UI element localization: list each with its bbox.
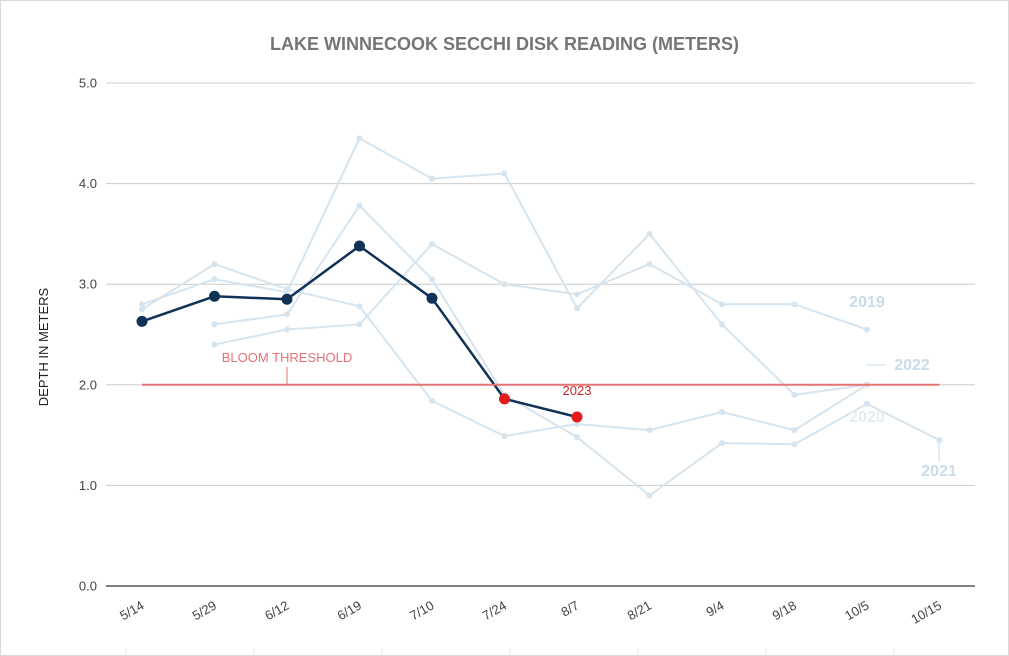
x-tick-label: 10/15 (908, 598, 944, 627)
data-point (429, 276, 435, 283)
data-point (356, 321, 363, 328)
data-point (209, 290, 220, 302)
data-point (139, 306, 145, 313)
data-point (211, 341, 218, 348)
series-2023 (136, 240, 583, 423)
data-point (646, 230, 653, 237)
series-2021 (211, 202, 943, 499)
series-label-2022: 2022 (894, 357, 930, 374)
labels-layer: 0.0 1.0 2.0 3.0 4.0 5.0 5/14 5/29 6/12 6/19 7/10 7/… (79, 76, 957, 627)
series-label-bloom-threshold: BLOOM THRESHOLD (222, 350, 353, 365)
series-2022 (211, 240, 870, 348)
data-point (501, 281, 508, 288)
data-point (501, 433, 508, 440)
y-tick-label: 3.0 (79, 277, 97, 292)
data-point (574, 291, 580, 298)
data-point (719, 321, 725, 328)
data-point (429, 240, 435, 247)
data-point (936, 437, 943, 444)
series-line (214, 243, 868, 346)
data-point (864, 326, 870, 333)
data-point (719, 408, 725, 415)
chart-title: LAKE WINNECOOK SECCHI DISK READING (METE… (269, 34, 739, 54)
bottom-tick-marks (125, 648, 895, 656)
data-point (139, 301, 145, 308)
y-tick-label: 2.0 (79, 377, 97, 392)
data-point (429, 397, 435, 404)
x-tick-label: 8/7 (558, 598, 581, 620)
x-tick-label: 7/24 (480, 598, 509, 624)
series-label-2021: 2021 (921, 463, 957, 480)
data-point (646, 261, 653, 268)
y-axis-label: DEPTH IN METERS (36, 287, 51, 406)
y-tick-label: 0.0 (79, 579, 97, 594)
data-point (211, 276, 218, 283)
x-tick-label: 6/12 (262, 598, 291, 624)
x-tick-label: 7/10 (407, 598, 436, 624)
series-label-2019: 2019 (849, 294, 885, 311)
data-point (719, 440, 725, 447)
series-label-2020: 2020 (849, 409, 885, 426)
y-tick-label: 1.0 (79, 478, 97, 493)
data-point (646, 427, 653, 434)
x-tick-label: 9/18 (770, 598, 799, 624)
data-point (574, 305, 580, 312)
y-tick-label: 4.0 (79, 176, 97, 191)
x-tick-label: 8/21 (625, 598, 654, 624)
data-point (791, 301, 798, 308)
data-point (791, 427, 798, 434)
data-point (211, 321, 218, 328)
data-point (574, 421, 580, 428)
data-point (429, 175, 435, 182)
data-point (864, 400, 870, 407)
x-tick-label: 5/14 (117, 598, 146, 624)
data-point (281, 293, 293, 305)
data-point (354, 240, 365, 252)
data-point (356, 202, 363, 209)
data-point (284, 326, 290, 333)
series-2020 (139, 135, 870, 398)
series-layer (136, 135, 943, 499)
x-tick-label: 6/19 (335, 598, 364, 624)
data-point (501, 170, 508, 177)
data-point (284, 289, 290, 296)
y-tick-label: 5.0 (79, 76, 97, 91)
x-tick-label: 9/4 (703, 598, 726, 620)
x-tick-label: 5/29 (190, 598, 219, 624)
data-point (571, 411, 583, 423)
data-point (356, 135, 363, 142)
data-point (136, 315, 148, 327)
data-point (284, 311, 290, 318)
data-point (791, 391, 798, 398)
data-point (211, 261, 218, 268)
data-point (574, 434, 580, 441)
data-point (499, 393, 510, 405)
data-point (426, 292, 438, 304)
x-tick-label: 10/5 (842, 598, 871, 624)
series-line (141, 244, 578, 419)
data-point (719, 301, 725, 308)
data-point (791, 441, 798, 448)
grid-layer (106, 82, 975, 587)
series-label-2023: 2023 (563, 383, 592, 398)
data-point (646, 492, 653, 499)
data-point (356, 303, 363, 310)
